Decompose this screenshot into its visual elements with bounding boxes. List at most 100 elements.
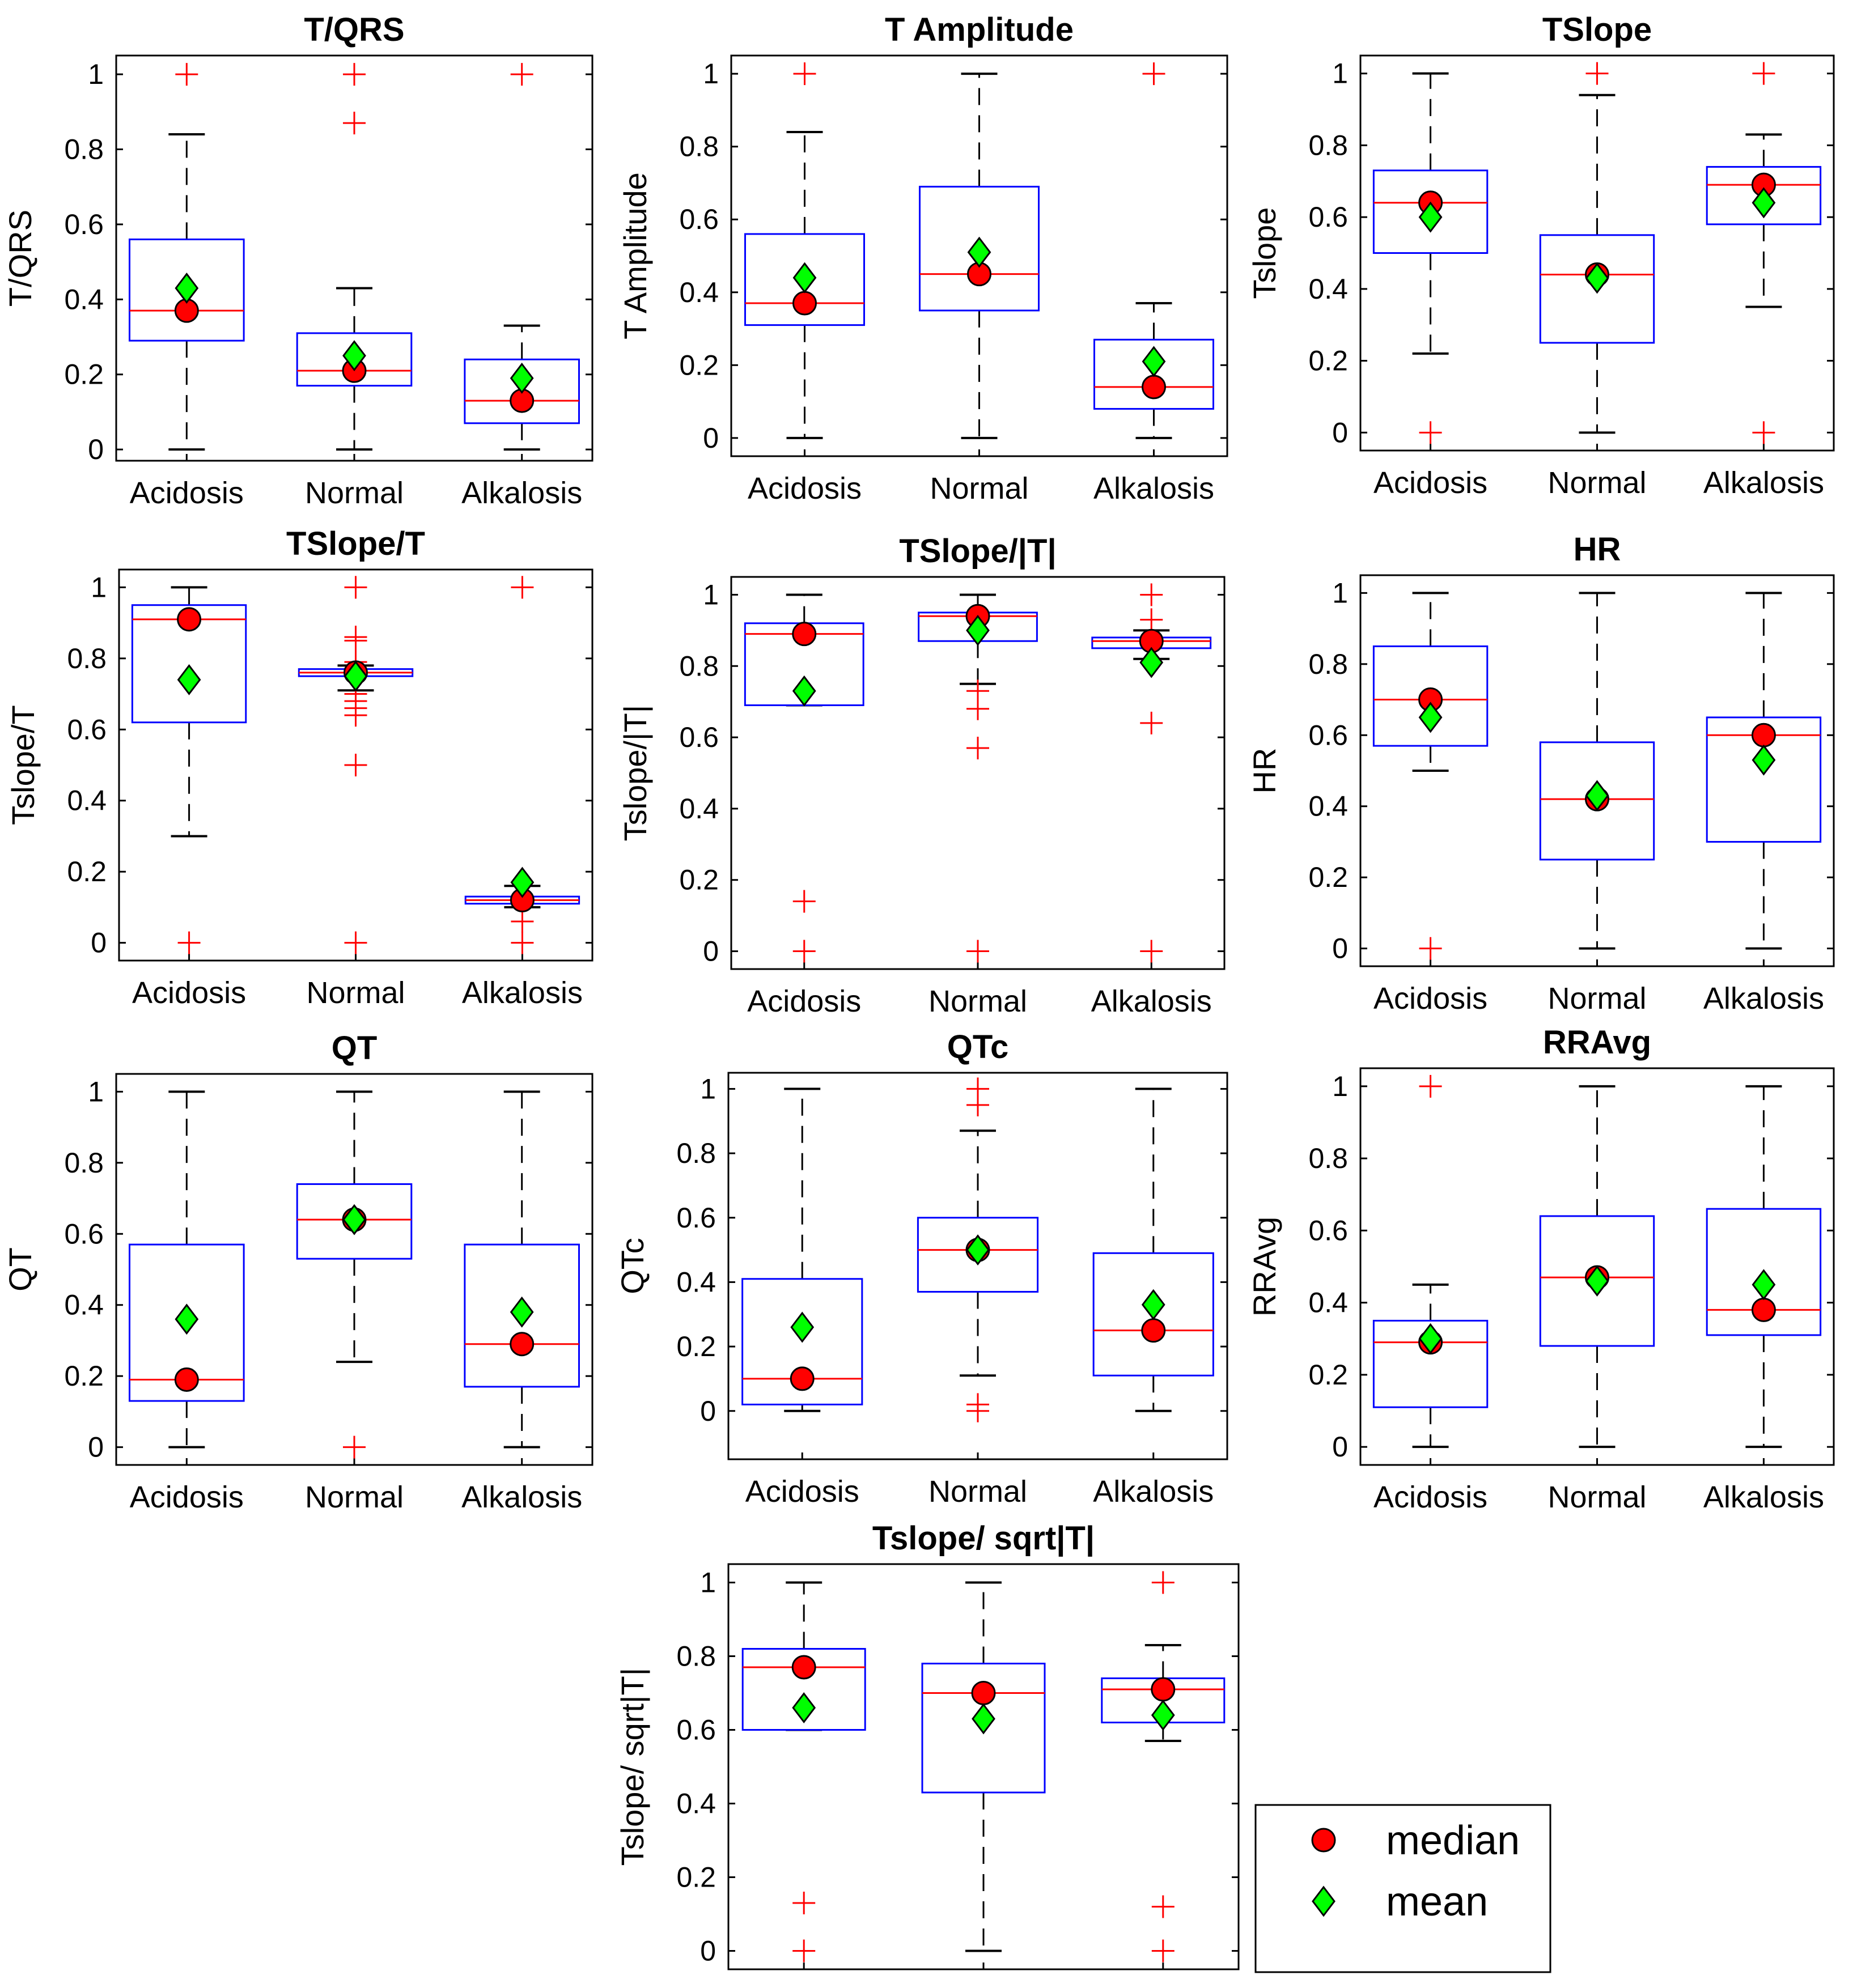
y-axis-label: T/QRS (2, 210, 38, 307)
category-label: Alkalosis (1703, 466, 1824, 500)
outlier-marker (792, 1939, 816, 1962)
y-tick-label: 0.4 (1308, 791, 1348, 822)
panel-title: T Amplitude (885, 11, 1074, 48)
outlier-marker (1151, 1939, 1175, 1962)
y-tick-label: 0 (703, 936, 719, 967)
category-label: Alkalosis (461, 476, 582, 510)
panel-title: QT (332, 1030, 378, 1067)
mean-marker (510, 866, 535, 898)
category-label: Normal (930, 471, 1028, 506)
outlier-marker (793, 62, 816, 86)
box-acidosis: Acidosis (741, 1088, 863, 1509)
box-acidosis: Acidosis (744, 62, 865, 506)
y-tick-label: 0.8 (67, 643, 107, 674)
y-axis-label: QT (2, 1247, 38, 1292)
y-tick-label: 0.2 (64, 359, 104, 390)
mean-marker (790, 1311, 815, 1343)
legend-mean-icon (1312, 1885, 1335, 1917)
outlier-marker (511, 931, 534, 954)
mean-marker (1141, 1289, 1165, 1320)
y-tick-label: 0.8 (1308, 1142, 1348, 1174)
mean-marker (342, 1204, 366, 1235)
outlier-marker (344, 626, 367, 649)
panel-6: HR 0 0.2 0.4 0.6 0.8 1 HR Acidosis Normal Alkalosi… (1246, 531, 1835, 1016)
y-tick-label: 0 (91, 927, 107, 959)
y-tick-label: 0.2 (1308, 345, 1348, 377)
y-tick-label: 1 (703, 58, 719, 90)
category-label: Acidosis (1373, 466, 1487, 500)
outlier-marker (1585, 62, 1609, 85)
category-label: Acidosis (748, 471, 862, 506)
mean-marker (510, 1296, 534, 1328)
box-normal: Normal (296, 1090, 413, 1514)
y-tick-label: 0.4 (67, 785, 107, 817)
y-tick-label: 0.4 (676, 1266, 716, 1298)
panel-title: TSlope/|T| (899, 533, 1056, 570)
legend-median-icon (1311, 1828, 1336, 1853)
box-acidosis: Acidosis (129, 63, 245, 510)
y-tick-label: 0.2 (676, 1862, 716, 1893)
median-marker (510, 1332, 535, 1357)
category-label: Normal (928, 984, 1027, 1018)
panel-title: TSlope (1542, 11, 1652, 48)
box-normal: Normal (921, 1581, 1046, 1988)
y-tick-label: 0.2 (676, 1331, 716, 1362)
median-marker (792, 622, 817, 647)
median-marker (791, 1655, 816, 1680)
category-label: Acidosis (1373, 982, 1487, 1016)
box-alkalosis: Alkalosis (461, 1090, 582, 1514)
outlier-marker (792, 940, 816, 963)
category-label: Acidosis (132, 976, 246, 1010)
box-acidosis: Acidosis (131, 586, 247, 1010)
median-marker (177, 607, 202, 632)
panel-5: TSlope/|T| 0 0.2 0.4 0.6 0.8 1 Tslope/|T| Acidos… (617, 533, 1226, 1018)
mean-marker (1418, 201, 1443, 233)
category-label: Alkalosis (1103, 1985, 1223, 1988)
box-alkalosis: Alkalosis (1091, 583, 1212, 1018)
mean-marker (792, 262, 817, 294)
panel-10: Tslope/ sqrt|T| 0 0.2 0.4 0.6 0.8 1 Tslope/ sqr… (614, 1520, 1240, 1988)
y-tick-label: 0.8 (1308, 648, 1348, 680)
category-label: Normal (305, 476, 404, 510)
panel-title: T/QRS (304, 11, 404, 48)
mean-marker (967, 236, 991, 268)
outlier-marker (1140, 608, 1163, 631)
median-marker (1751, 1297, 1776, 1322)
outlier-marker (792, 890, 816, 913)
box-alkalosis: Alkalosis (1703, 62, 1824, 500)
y-tick-label: 0.6 (679, 721, 719, 753)
y-tick-label: 0.8 (676, 1641, 716, 1672)
y-axis-label: QTc (614, 1238, 650, 1294)
box-acidosis: Acidosis (129, 1090, 245, 1514)
box-alkalosis: Alkalosis (1703, 592, 1824, 1016)
category-label: Acidosis (745, 1475, 859, 1509)
y-tick-label: 1 (88, 58, 104, 90)
y-axis-label: Tslope/T (5, 705, 41, 825)
outlier-marker (344, 754, 367, 776)
y-tick-label: 0.2 (64, 1360, 104, 1392)
panel-7: QT 0 0.2 0.4 0.6 0.8 1 QT Acidosis Normal Alkalosi… (2, 1030, 593, 1514)
y-tick-label: 0.4 (1308, 1287, 1348, 1319)
y-tick-label: 0 (700, 1935, 716, 1967)
category-label: Alkalosis (1093, 471, 1214, 506)
outlier-marker (1151, 1895, 1175, 1918)
legend-frame (1254, 1804, 1551, 1973)
y-tick-label: 0.4 (1308, 273, 1348, 305)
y-tick-label: 0 (88, 434, 104, 465)
category-label: Normal (1547, 466, 1646, 500)
y-axis-label: Tslope/|T| (617, 705, 653, 842)
mean-marker (177, 664, 201, 695)
outlier-marker (1142, 62, 1165, 86)
y-tick-label: 0.6 (679, 203, 719, 235)
mean-marker (966, 1234, 990, 1266)
y-tick-label: 0.8 (679, 131, 719, 163)
mean-marker (1585, 1265, 1609, 1297)
box-acidosis: Acidosis (741, 1581, 866, 1988)
y-tick-label: 0.2 (679, 349, 719, 381)
y-tick-label: 0.4 (64, 283, 104, 315)
category-label: Alkalosis (1091, 984, 1212, 1018)
y-tick-label: 1 (700, 1567, 716, 1599)
mean-marker (175, 272, 199, 304)
y-tick-label: 0.6 (676, 1714, 716, 1746)
